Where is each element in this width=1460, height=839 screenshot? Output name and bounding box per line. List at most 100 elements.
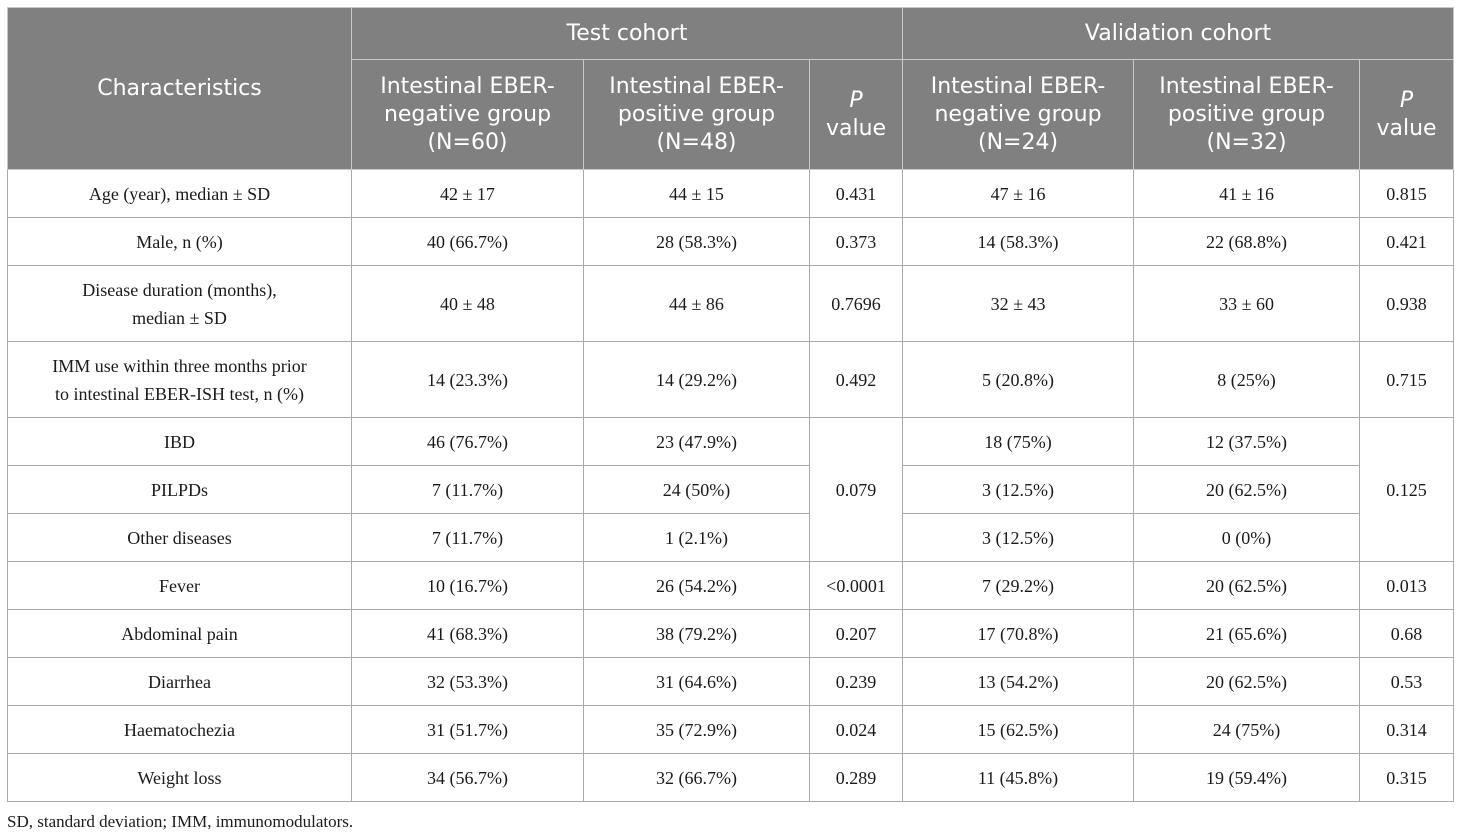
header-test-negative: Intestinal EBER- negative group (N=60)	[351, 59, 584, 170]
test-negative-cell: 40 (66.7%)	[351, 217, 584, 266]
validation-p-value-cell: 0.314	[1359, 705, 1455, 754]
test-p-value-cell: 0.373	[808, 217, 904, 266]
table-row: Abdominal pain 41 (68.3%) 38 (79.2%) 0.2…	[7, 609, 1455, 658]
validation-positive-cell: 20 (62.5%)	[1133, 561, 1361, 610]
validation-positive-cell: 41 ± 16	[1133, 169, 1361, 218]
test-positive-cell: 1 (2.1%)	[583, 513, 810, 562]
table-row: Age (year), median ± SD 42 ± 17 44 ± 15 …	[7, 169, 1455, 218]
validation-p-value-cell: 0.315	[1359, 753, 1455, 802]
validation-negative-cell: 13 (54.2%)	[902, 657, 1135, 706]
test-positive-cell: 26 (54.2%)	[583, 561, 810, 610]
test-negative-cell: 40 ± 48	[351, 265, 584, 342]
test-negative-cell: 32 (53.3%)	[351, 657, 584, 706]
validation-positive-cell: 24 (75%)	[1133, 705, 1361, 754]
table-row: Weight loss 34 (56.7%) 32 (66.7%) 0.289 …	[7, 753, 1455, 802]
test-p-value-cell: 0.289	[808, 753, 904, 802]
validation-p-value-cell: 0.421	[1359, 217, 1455, 266]
validation-p-value-cell: 0.53	[1359, 657, 1455, 706]
validation-negative-cell: 11 (45.8%)	[902, 753, 1135, 802]
table-row: Other diseases 7 (11.7%) 1 (2.1%) 3 (12.…	[7, 513, 1454, 562]
validation-positive-cell: 20 (62.5%)	[1133, 657, 1361, 706]
test-p-value-cell: 0.492	[808, 341, 904, 418]
validation-p-value-cell: 0.68	[1359, 609, 1455, 658]
test-p-value-cell: <0.0001	[808, 561, 904, 610]
test-p-value-cell: 0.431	[808, 169, 904, 218]
test-negative-cell: 14 (23.3%)	[351, 341, 584, 418]
validation-p-value-cell: 0.938	[1359, 265, 1455, 342]
row-label: Male, n (%)	[7, 217, 352, 266]
header-test-cohort: Test cohort	[350, 7, 904, 60]
validation-p-value-cell: 0.013	[1359, 561, 1455, 610]
validation-positive-cell: 19 (59.4%)	[1133, 753, 1361, 802]
row-label: Weight loss	[7, 753, 352, 802]
test-positive-cell: 23 (47.9%)	[583, 417, 810, 466]
validation-positive-cell: 33 ± 60	[1133, 265, 1361, 342]
row-label: Abdominal pain	[7, 609, 352, 658]
table-row: Haematochezia 31 (51.7%) 35 (72.9%) 0.02…	[7, 705, 1455, 754]
table-footnote: SD, standard deviation; IMM, immunomodul…	[7, 812, 354, 831]
test-positive-cell: 31 (64.6%)	[583, 657, 810, 706]
validation-positive-cell: 8 (25%)	[1133, 341, 1361, 418]
validation-positive-cell: 20 (62.5%)	[1133, 465, 1361, 514]
row-label: Fever	[7, 561, 352, 610]
test-positive-cell: 35 (72.9%)	[583, 705, 810, 754]
validation-negative-cell: 17 (70.8%)	[902, 609, 1135, 658]
row-label: Disease duration (months), median ± SD	[7, 265, 352, 342]
validation-negative-cell: 32 ± 43	[902, 265, 1135, 342]
test-p-value-cell: 0.207	[808, 609, 904, 658]
test-negative-cell: 46 (76.7%)	[351, 417, 584, 466]
table-row: Male, n (%) 40 (66.7%) 28 (58.3%) 0.373 …	[7, 217, 1455, 266]
test-negative-cell: 42 ± 17	[351, 169, 584, 218]
test-p-value-cell: 0.024	[808, 705, 904, 754]
table-row: PILPDs 7 (11.7%) 24 (50%) 3 (12.5%) 20 (…	[7, 465, 1454, 514]
validation-positive-cell: 12 (37.5%)	[1133, 417, 1361, 466]
header-test-p-value: P value	[808, 59, 904, 170]
table-row: Fever 10 (16.7%) 26 (54.2%) <0.0001 7 (2…	[7, 561, 1455, 610]
characteristics-table: Characteristics Test cohort Validation c…	[7, 7, 1455, 802]
validation-negative-cell: 15 (62.5%)	[902, 705, 1135, 754]
test-positive-cell: 38 (79.2%)	[583, 609, 810, 658]
validation-p-value-merged-cell: 0.125	[1359, 417, 1455, 562]
table-row: IMM use within three months prior to int…	[7, 341, 1455, 418]
header-validation-positive: Intestinal EBER- positive group (N=32)	[1133, 59, 1361, 170]
validation-negative-cell: 47 ± 16	[902, 169, 1135, 218]
validation-positive-cell: 21 (65.6%)	[1133, 609, 1361, 658]
validation-positive-cell: 22 (68.8%)	[1133, 217, 1361, 266]
test-negative-cell: 7 (11.7%)	[351, 465, 584, 514]
validation-p-value-cell: 0.815	[1359, 169, 1455, 218]
row-label: Age (year), median ± SD	[7, 169, 352, 218]
validation-negative-cell: 18 (75%)	[902, 417, 1135, 466]
validation-p-value-cell: 0.715	[1359, 341, 1455, 418]
test-p-value-cell: 0.7696	[808, 265, 904, 342]
row-label: Diarrhea	[7, 657, 352, 706]
validation-positive-cell: 0 (0%)	[1133, 513, 1361, 562]
test-positive-cell: 44 ± 15	[583, 169, 810, 218]
table-row: Disease duration (months), median ± SD 4…	[7, 265, 1455, 342]
table-row: Diarrhea 32 (53.3%) 31 (64.6%) 0.239 13 …	[7, 657, 1455, 706]
test-negative-cell: 41 (68.3%)	[351, 609, 584, 658]
row-label: IBD	[7, 417, 352, 466]
test-positive-cell: 32 (66.7%)	[583, 753, 810, 802]
test-negative-cell: 34 (56.7%)	[351, 753, 584, 802]
header-validation-cohort: Validation cohort	[902, 7, 1455, 60]
test-positive-cell: 28 (58.3%)	[583, 217, 810, 266]
test-positive-cell: 24 (50%)	[583, 465, 810, 514]
test-negative-cell: 7 (11.7%)	[351, 513, 584, 562]
validation-negative-cell: 7 (29.2%)	[902, 561, 1135, 610]
test-negative-cell: 31 (51.7%)	[351, 705, 584, 754]
header-test-positive: Intestinal EBER- positive group (N=48)	[583, 59, 810, 170]
validation-negative-cell: 5 (20.8%)	[902, 341, 1135, 418]
row-label: IMM use within three months prior to int…	[7, 341, 352, 418]
row-label: PILPDs	[7, 465, 352, 514]
validation-negative-cell: 14 (58.3%)	[902, 217, 1135, 266]
test-negative-cell: 10 (16.7%)	[351, 561, 584, 610]
row-label: Other diseases	[7, 513, 352, 562]
table-row: IBD 46 (76.7%) 23 (47.9%) 0.079 18 (75%)…	[7, 417, 1455, 562]
test-positive-cell: 44 ± 86	[583, 265, 810, 342]
header-characteristics: Characteristics	[7, 7, 352, 170]
row-label: Haematochezia	[7, 705, 352, 754]
validation-negative-cell: 3 (12.5%)	[902, 513, 1135, 562]
header-validation-negative: Intestinal EBER- negative group (N=24)	[902, 59, 1135, 170]
test-positive-cell: 14 (29.2%)	[583, 341, 810, 418]
header-validation-p-value: P value	[1359, 59, 1455, 170]
